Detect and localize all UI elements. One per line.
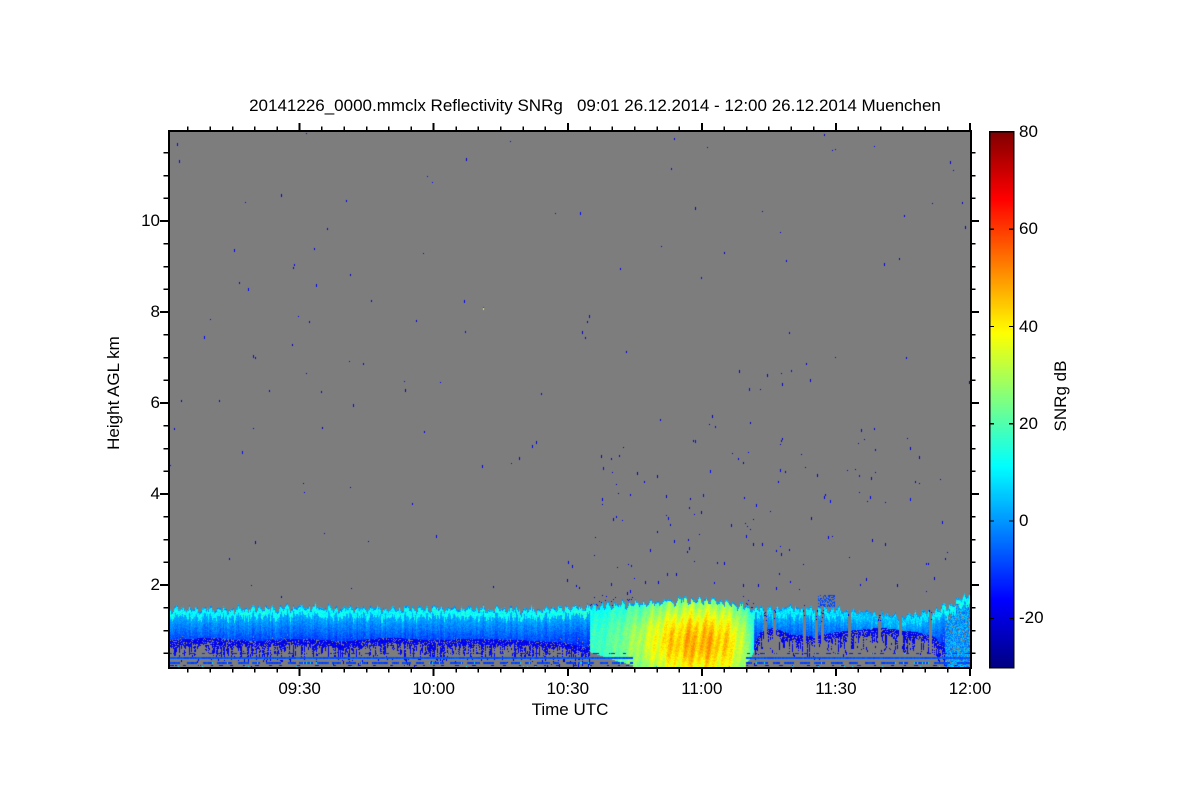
colorbar-tick-label: -20 [1019,608,1044,628]
x-tick-label: 11:30 [815,679,857,698]
colorbar-label: SNRg dB [1051,360,1070,432]
x-tick-label: 12:00 [948,679,992,698]
y-tick-label: 8 [150,302,160,322]
x-axis-label: Time UTC [531,700,609,719]
colorbar-tick-label: 0 [1019,511,1029,531]
y-tick-label: 10 [141,211,160,231]
heatmap-canvas [170,132,970,667]
x-tick-label: 11:00 [681,679,723,698]
y-tick-label: 2 [150,575,160,595]
y-tick-label: 4 [150,484,160,504]
colorbar-tick-label: 60 [1019,219,1038,239]
x-tick-label: 09:30 [278,679,321,698]
colorbar-tick-label: 40 [1019,316,1038,336]
chart-title: 20141226_0000.mmclx Reflectivity SNRg 09… [249,96,941,115]
colorbar-canvas [990,132,1013,667]
x-tick-label: 10:30 [546,679,590,698]
x-tick-label: 10:00 [412,679,455,698]
colorbar-tick-label: 20 [1019,413,1038,433]
y-tick-label: 6 [150,393,160,413]
colorbar-tick-label: 80 [1019,122,1038,141]
